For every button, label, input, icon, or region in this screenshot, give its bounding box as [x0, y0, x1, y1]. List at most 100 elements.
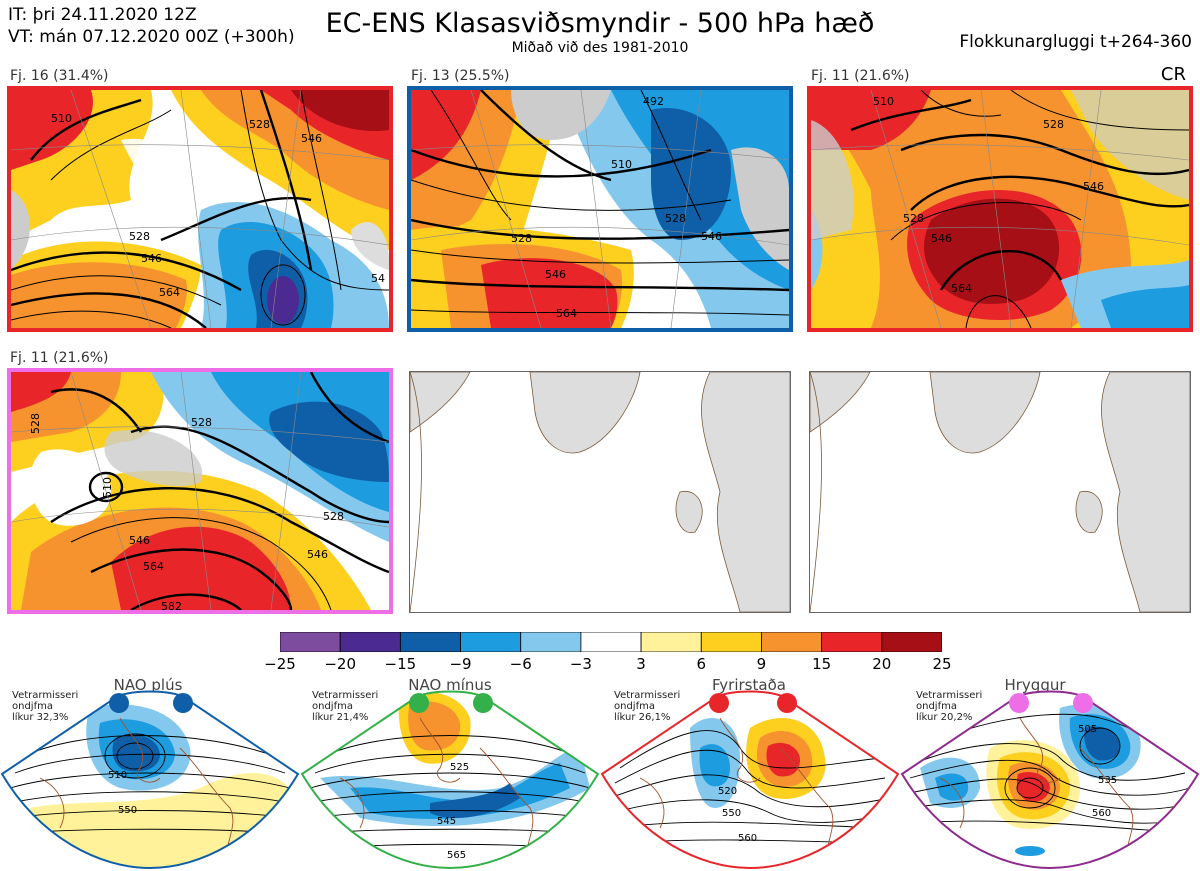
regime-2-outline: [300, 690, 600, 870]
contour-label: 550: [722, 808, 741, 819]
colorbar-swatch: [520, 631, 582, 653]
regime-2-dot-right: [473, 693, 493, 713]
contour-label: 520: [718, 786, 737, 797]
classification-window: Flokkunargluggi t+264-360: [959, 32, 1192, 52]
colorbar-swatch: [700, 631, 762, 653]
colorbar-swatch: [640, 631, 702, 653]
info-line: ondjfma: [916, 701, 957, 712]
contour-label: 546: [545, 268, 566, 281]
contour-label: 546: [129, 534, 150, 547]
regime-4-info: Vetrarmisseri ondjfma líkur 20,2%: [916, 690, 982, 723]
info-line: Vetrarmisseri: [312, 690, 379, 701]
colorbar-tick-label: −9: [449, 655, 472, 673]
regime-4-dot-left: [1009, 693, 1029, 713]
contour-label: 510: [873, 95, 894, 108]
contour-label: 528: [511, 232, 532, 245]
regime-2-dot-left: [409, 693, 429, 713]
info-line: líkur 32,3%: [12, 712, 69, 723]
regime-3-title: Fyrirstaða: [712, 676, 786, 694]
contour-label: 546: [701, 230, 722, 243]
contour-label: 528: [323, 510, 344, 523]
regime-3-info: Vetrarmisseri ondjfma líkur 26,1%: [614, 690, 680, 723]
panel-2-label: Fj. 13 (25.5%): [411, 68, 510, 84]
contour-label: 528: [665, 212, 686, 225]
info-line: ondjfma: [312, 701, 353, 712]
colorbar-tick-label: −25: [264, 655, 296, 673]
info-line: Vetrarmisseri: [12, 690, 79, 701]
colorbar-tick-label: 6: [696, 655, 707, 673]
contour-label: 525: [450, 762, 469, 773]
colorbar-tick-label: −15: [384, 655, 417, 673]
contour-label: 564: [143, 560, 164, 573]
regime-3-outline: [600, 690, 900, 870]
colorbar-tick-label: 9: [756, 655, 767, 673]
colorbar-swatches: [279, 631, 943, 653]
page-title: EC-ENS Klasasviðsmyndir - 500 hPa hæð: [325, 8, 875, 39]
colorbar: [279, 631, 943, 656]
contour-label: 546: [141, 252, 162, 265]
contour-label: 510: [51, 112, 72, 125]
regime-4-outline: [900, 690, 1200, 870]
colorbar-tick-label: 3: [636, 655, 646, 673]
regime-1-dot-right: [173, 693, 193, 713]
page-subtitle: Miðað við des 1981-2010: [511, 40, 689, 56]
contour-label: 535: [1098, 775, 1117, 786]
colorbar-swatch: [399, 631, 461, 653]
regime-1-info: Vetrarmisseri ondjfma líkur 32,3%: [12, 690, 78, 723]
regime-1-title: NAO plús: [113, 676, 183, 694]
contour-label: 510: [101, 477, 114, 498]
regime-1-outline: [0, 690, 300, 870]
colorbar-ticks: −25 −20 −15 −9 −6 −3 3 6 9 15 20 25: [255, 655, 967, 675]
contour-label: 546: [301, 132, 322, 145]
contour-label: 546: [307, 548, 328, 561]
contour-label: 560: [738, 833, 757, 844]
regime-3-dot-right: [777, 693, 797, 713]
contour-label: 510: [108, 770, 127, 781]
panel-3-label: Fj. 11 (21.6%): [811, 68, 910, 84]
cluster-map-panel-1[interactable]: 510 528 528 546 546 564 54: [7, 86, 393, 332]
colorbar-swatch: [881, 631, 943, 653]
info-line: Vetrarmisseri: [614, 690, 681, 701]
colorbar-tick-label: 25: [932, 655, 952, 673]
contour-label: 564: [556, 307, 577, 320]
regime-3-dot-left: [709, 693, 729, 713]
info-line: ondjfma: [12, 701, 53, 712]
regime-maps: 510 550 525 545 565: [0, 690, 1200, 870]
colorbar-tick-label: 15: [812, 655, 832, 673]
contour-label: 582: [161, 600, 182, 610]
contour-label: 528: [29, 413, 42, 434]
contour-label: 565: [447, 850, 466, 861]
regime-2-title: NAO mínus: [408, 676, 492, 694]
cluster-map-panel-2[interactable]: 492 510 528 528 546 546 564: [407, 86, 793, 332]
contour-label: 560: [1092, 808, 1111, 819]
colorbar-tick-label: −6: [509, 655, 532, 673]
info-line: ondjfma: [614, 701, 655, 712]
contour-label: 564: [159, 286, 180, 299]
contour-label: 564: [951, 282, 972, 295]
info-line: líkur 26,1%: [614, 712, 671, 723]
contour-label: 546: [1083, 180, 1104, 193]
empty-map-panel-5: [409, 371, 791, 613]
colorbar-tick-label: −3: [569, 655, 592, 673]
colorbar-swatch: [279, 631, 341, 653]
panel-1-label: Fj. 16 (31.4%): [10, 68, 109, 84]
regime-1-dot-left: [109, 693, 129, 713]
contour-label: 528: [129, 230, 150, 243]
contour-label: 546: [931, 232, 952, 245]
contour-label: 528: [903, 212, 924, 225]
contour-label: 550: [118, 805, 137, 816]
panel-4-label: Fj. 11 (21.6%): [10, 350, 109, 366]
issue-time: IT: þri 24.11.2020 12Z: [8, 5, 197, 25]
contour-label: 505: [1078, 724, 1097, 735]
colorbar-swatch: [460, 631, 522, 653]
contour-label: 528: [249, 118, 270, 131]
regime-2-info: Vetrarmisseri ondjfma líkur 21,4%: [312, 690, 378, 723]
contour-label: 528: [1043, 118, 1064, 131]
regime-3-map: 520 550 560: [602, 691, 898, 868]
regime-4-map: 505 535 560: [902, 691, 1198, 868]
regime-4-dot-right: [1073, 693, 1093, 713]
empty-map-panel-6: [809, 371, 1191, 613]
regime-1-map: 510 550: [2, 691, 298, 868]
cluster-map-panel-3[interactable]: 510 528 528 546 546 564: [807, 86, 1193, 332]
cluster-map-panel-4[interactable]: 528 510 528 546 546 564 582 528: [7, 368, 393, 614]
